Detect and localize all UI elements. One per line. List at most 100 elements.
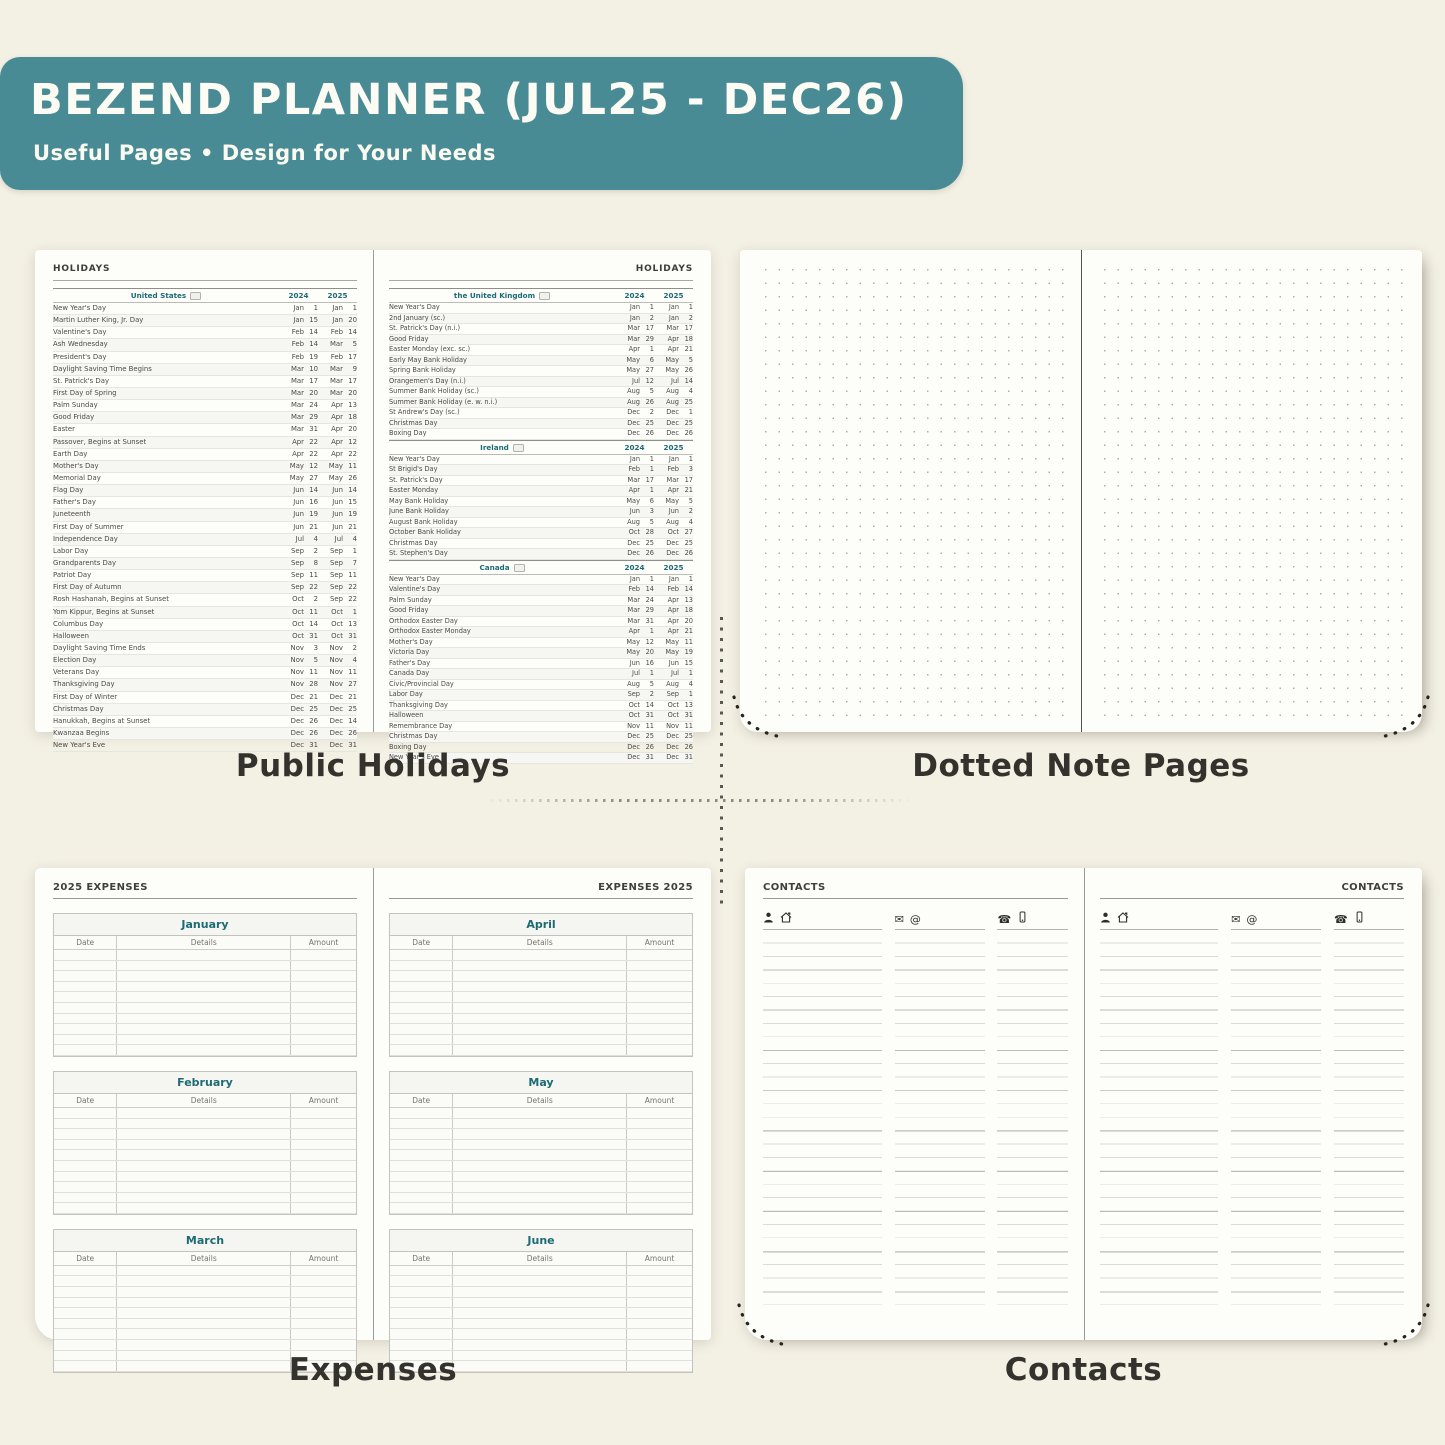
expense-empty-cell [453,1203,628,1213]
holiday-cell: Patriot Day [53,571,92,580]
expense-empty-row [390,1034,692,1046]
expense-empty-cell [291,992,356,1002]
expense-empty-row [390,1297,692,1309]
holiday-cell: 14 [309,340,318,349]
holiday-cell: Apr [667,486,679,494]
expense-empty-cell [54,1329,118,1340]
holiday-cell: Valentine's Day [53,328,107,337]
expense-empty-cell [453,1013,628,1024]
holiday-cell: Aug [627,387,640,395]
holiday-cell: Jun [629,658,640,667]
expense-column-header: Details [453,1093,628,1107]
holiday-row: Halloween Oct 31 Oct 31 [389,711,693,722]
contact-column: ✉ @ [1231,911,1322,1315]
holiday-cell: 20 [348,425,357,434]
expense-empty-row [54,1002,356,1014]
holiday-cell: Sep [330,595,343,604]
holiday-cell: Mar [627,324,640,332]
holiday-cell: Dec [666,742,679,751]
holiday-cell: Nov [627,721,640,730]
holiday-cell: Feb [330,328,343,337]
holiday-cell: 26 [645,397,654,406]
holidays-spread: HOLIDAYS United States 2024 2025 New Year's… [35,250,711,764]
holiday-cell: Easter Monday (exc. sc.) [389,345,471,353]
holiday-cell: Jun [668,658,679,667]
holiday-cell: 27 [684,528,693,536]
holiday-cell: 25 [684,418,693,427]
holiday-cell: 25 [309,704,318,713]
holiday-cell: Oct [292,631,304,640]
holiday-cell: Rosh Hashanah, Begins at Sunset [53,595,169,604]
holiday-cell: May [328,473,343,482]
expense-empty-row [390,1318,692,1330]
holiday-cell: Mar [290,388,304,397]
holiday-cell: Mother's Day [389,637,433,646]
holiday-cell: 15 [684,658,693,667]
holiday-cell: Jan [629,313,640,322]
holiday-cell: 1 [688,408,693,416]
year-header: 2025 [663,442,684,452]
holiday-cell: 1 [649,465,654,473]
holiday-cell: Dec [666,418,679,427]
holiday-cell: 5 [649,387,654,395]
expense-empty-cell [627,1182,692,1192]
holiday-cell: Apr [667,616,679,625]
stitch-corner-icon [1378,695,1430,739]
expense-empty-cell [54,1192,118,1203]
holiday-cell: Father's Day [53,498,96,507]
holiday-cell: 26 [309,728,318,737]
holiday-row: Valentine's Day Feb 14 Feb 14 [389,585,693,596]
mobile-icon [1354,908,1365,927]
holiday-cell: Apr [628,486,640,494]
holiday-cell: Palm Sunday [389,595,432,604]
expense-empty-cell [54,1129,118,1139]
holiday-cell: Jan [629,454,640,463]
holiday-cell: 21 [684,345,693,353]
expense-empty-row [54,960,356,972]
holiday-cell: 31 [645,616,654,625]
holiday-cell: Good Friday [389,606,429,614]
holidays-page-title: HOLIDAYS [635,264,693,274]
stitch-corner-icon [1378,1303,1430,1347]
holidays-table-uk-ie-ca: the United Kingdom 2024 2025 New Year's Day… [389,288,693,764]
holiday-row: Easter Monday Apr 1 Apr 21 [389,486,693,497]
expense-empty-cell [390,1329,454,1340]
holiday-cell: 1 [649,345,654,353]
holiday-row: Christmas Day Dec 25 Dec 25 [389,732,693,743]
holiday-cell: 5 [352,340,357,349]
holiday-row: Civic/Provincial Day Aug 5 Aug 4 [389,680,693,690]
holiday-cell: August Bank Holiday [389,517,458,526]
expense-empty-cell [54,950,118,960]
holiday-cell: 31 [348,631,357,640]
expense-empty-cell [54,1276,118,1287]
holiday-cell: Spring Bank Holiday [389,366,456,374]
expense-empty-row [54,1129,356,1140]
expense-empty-cell [453,1276,628,1287]
contacts-left-page: CONTACTS ✉ @ ☎ [763,882,1068,1326]
holiday-cell: 16 [645,658,654,667]
expense-empty-cell [54,1118,118,1129]
expense-empty-row [390,1002,692,1014]
dotted-divider-vertical [720,617,723,909]
expense-empty-row [54,1182,356,1193]
holiday-cell: 11 [684,721,693,730]
holiday-cell: Jan [629,574,640,583]
holiday-cell: 11 [309,668,318,677]
holiday-cell: Early May Bank Holiday [389,355,467,364]
holiday-cell: Feb [667,465,679,473]
expense-empty-cell [390,971,454,981]
holiday-row: St. Patrick's Day (n.i.) Mar 17 Mar 17 [389,324,693,335]
holiday-cell: 17 [348,376,357,385]
expense-empty-cell [627,992,692,1002]
caption-contacts: Contacts [1004,1352,1163,1388]
holiday-cell: Dec [290,692,304,701]
expense-empty-row [390,992,692,1003]
holiday-cell: 25 [645,732,654,740]
holiday-cell: St Andrew's Day (sc.) [389,408,460,416]
person-icon [1100,908,1111,927]
holiday-cell: 8 [313,558,318,567]
expense-empty-cell [117,1203,292,1213]
expense-empty-cell [390,1002,454,1013]
holiday-cell: Good Friday [389,334,429,343]
expense-empty-cell [453,971,628,981]
